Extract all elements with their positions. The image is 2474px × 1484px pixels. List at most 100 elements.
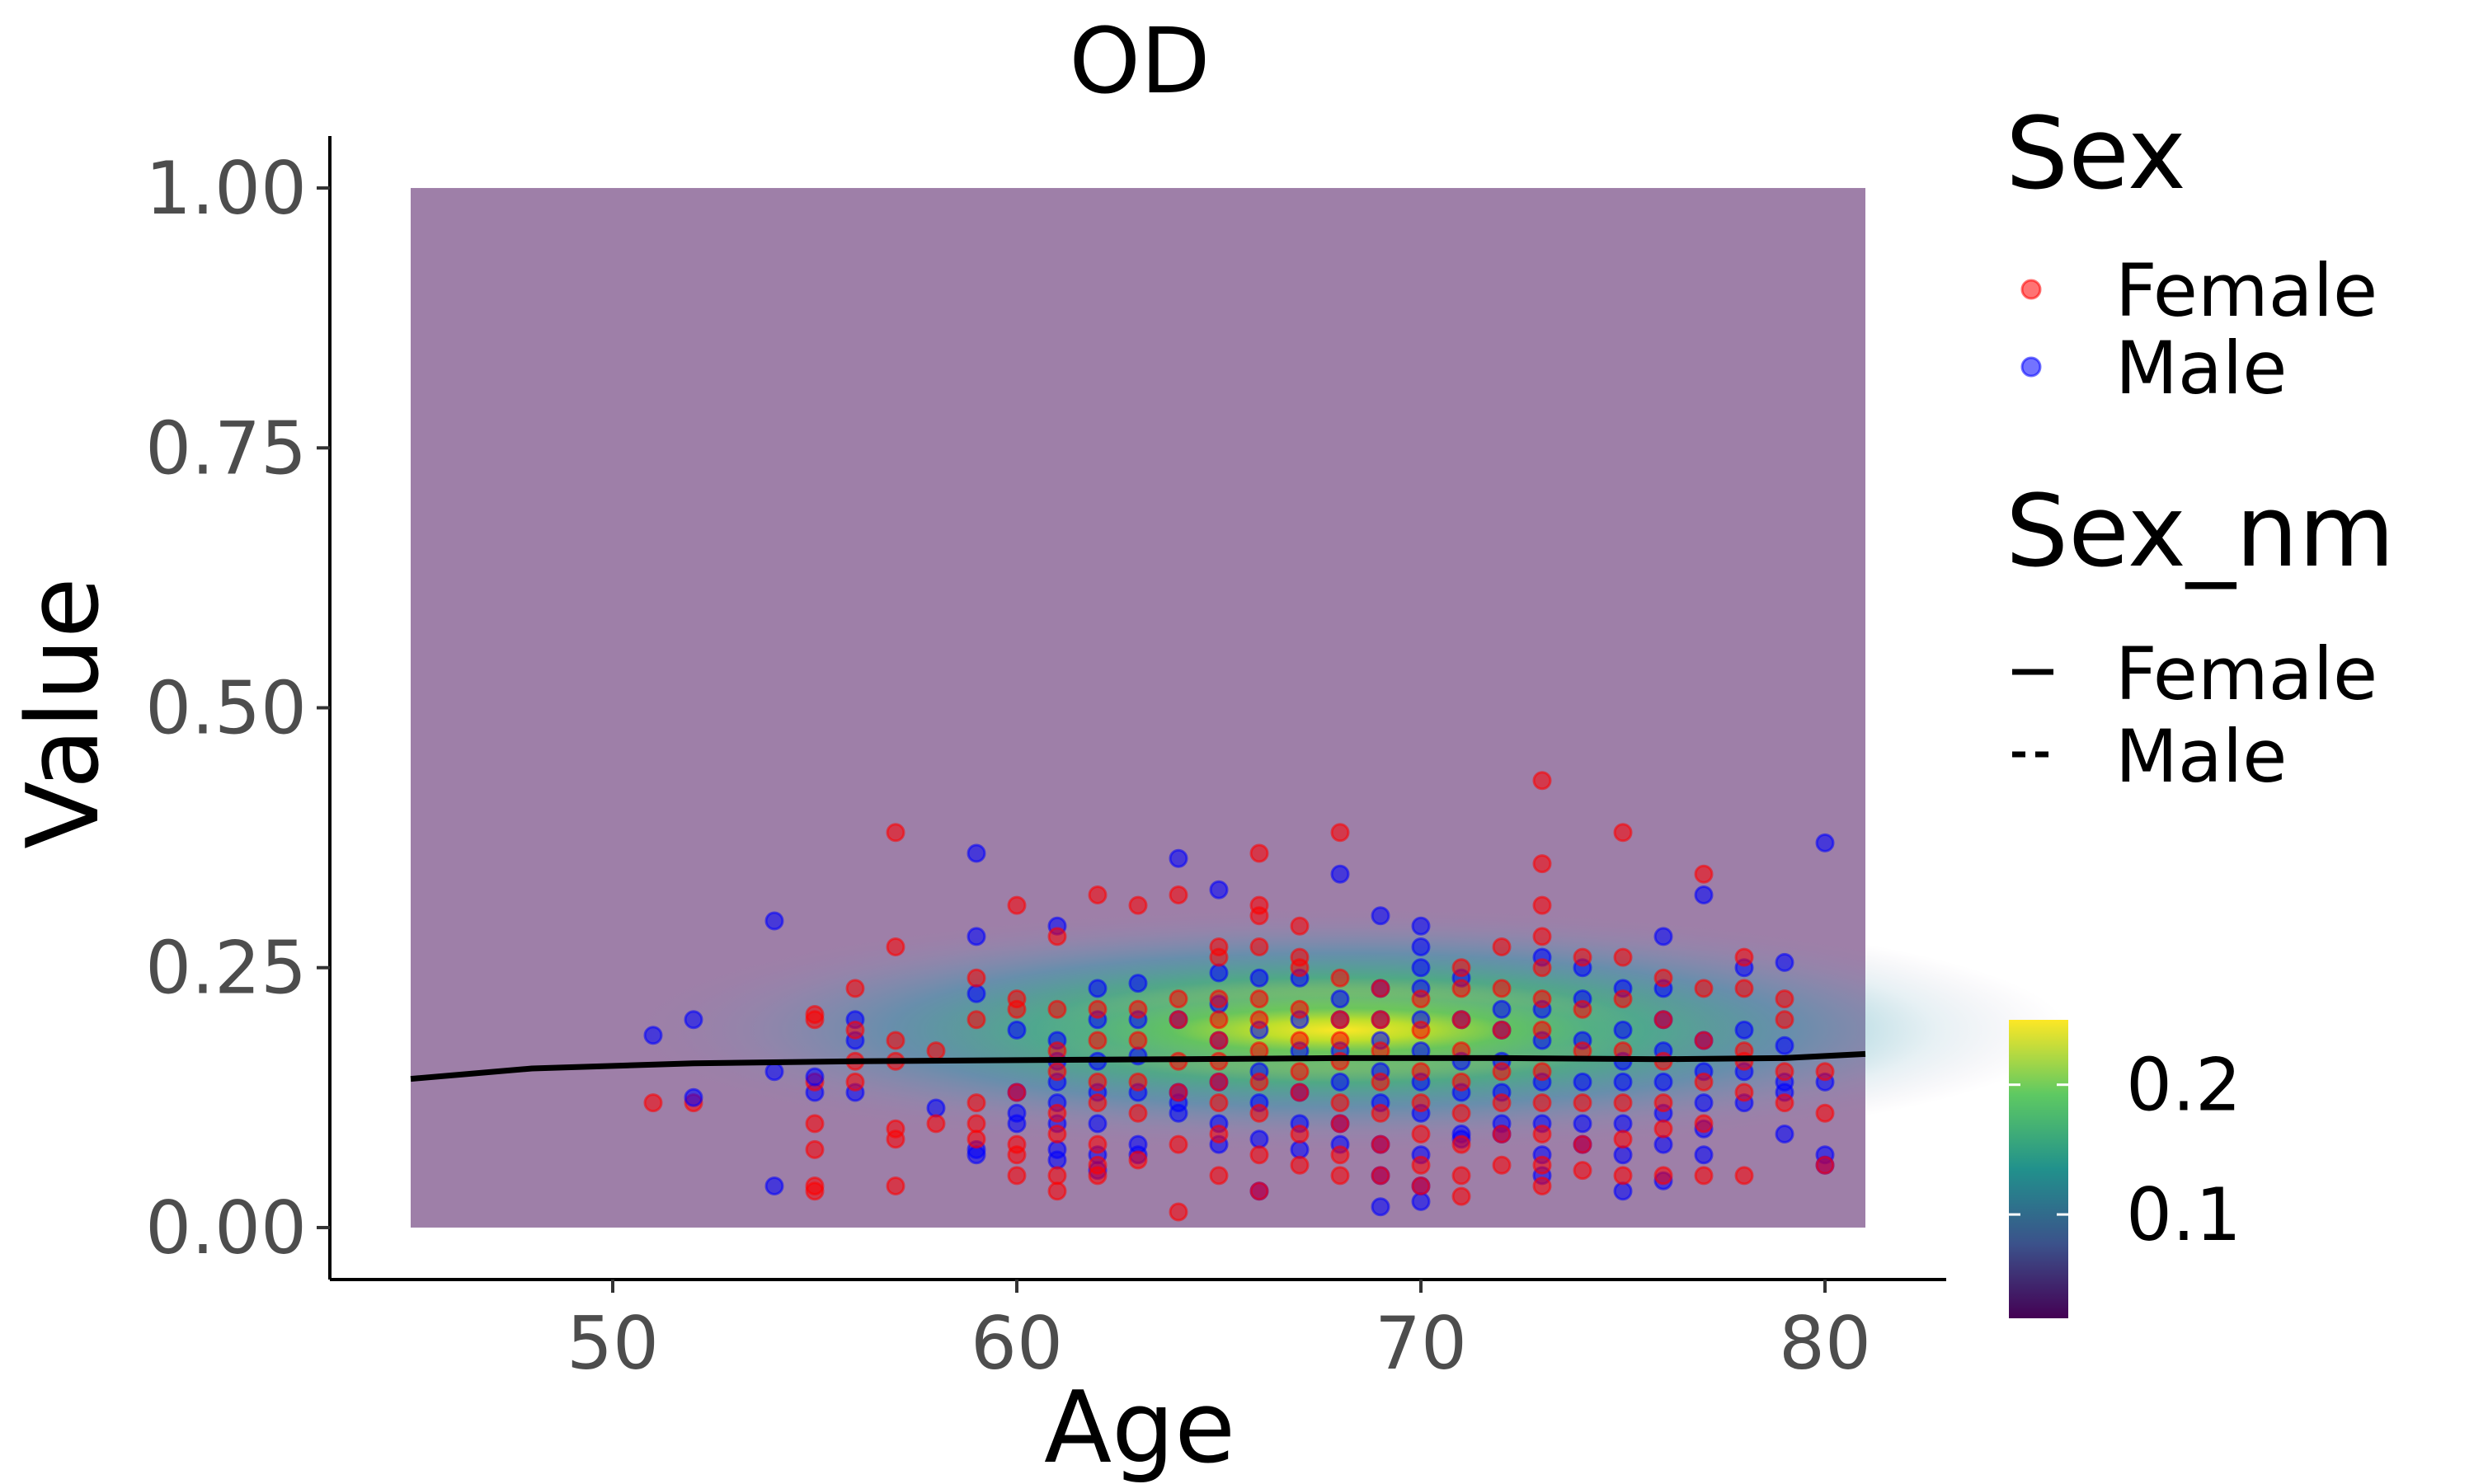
point-female [1411,989,1431,1009]
point-female [886,1031,905,1050]
point-male [1653,927,1673,946]
point-female [1290,1062,1310,1082]
point-female [967,1114,986,1134]
point-female [1532,854,1552,874]
point-female [1734,947,1754,967]
point-female [1532,1125,1552,1144]
point-male [1411,958,1431,978]
point-female [1492,1020,1512,1040]
point-female [1088,1166,1108,1186]
point-female [1007,1145,1027,1165]
point-female [1573,947,1592,967]
point-female [805,1114,825,1134]
point-male [1734,1020,1754,1040]
point-female [1290,916,1310,936]
point-female [886,1129,905,1149]
point-male [1249,968,1269,988]
point-female [1411,1155,1431,1175]
point-female [1209,1166,1229,1186]
legend-title-sex-nm: Sex_nm [2006,475,2395,589]
colorbar [2009,1020,2068,1318]
point-male [1694,885,1714,904]
point-female [967,1010,986,1030]
point-female [845,979,865,998]
point-female [805,1139,825,1159]
point-female [1613,1129,1633,1149]
point-female [1775,1062,1794,1082]
point-male [1815,833,1835,852]
point-female [1249,1103,1269,1123]
point-male [1330,864,1350,884]
point-male [1290,1139,1310,1159]
point-female [1330,1093,1350,1113]
point-female [1613,1093,1633,1113]
legend-label-male: Male [2115,326,2287,411]
point-female [1330,968,1350,988]
point-female [1653,1166,1673,1186]
point-female [1209,1010,1229,1030]
point-female [1007,895,1027,915]
point-female [1047,1125,1067,1144]
point-male [1411,1191,1431,1211]
chart-title: OD [1069,8,1210,114]
point-female [1249,1181,1269,1201]
point-female [1249,937,1269,956]
point-female [1290,1031,1310,1050]
point-female [1128,1031,1148,1050]
point-female [1290,958,1310,978]
point-male [1775,1125,1794,1144]
point-female [1169,989,1188,1009]
point-female [1775,989,1794,1009]
point-female [1492,1093,1512,1113]
point-female [1451,1103,1471,1123]
point-female [1249,1145,1269,1165]
point-female [1653,1119,1673,1139]
point-female [1653,968,1673,988]
point-female [1047,927,1067,946]
point-female [1532,1093,1552,1113]
point-female [1532,1062,1552,1082]
point-female [1451,1186,1471,1206]
point-female [1532,895,1552,915]
point-female [1492,1155,1512,1175]
point-female [967,968,986,988]
point-male [967,927,986,946]
point-male [1007,1114,1027,1134]
point-female [1694,1114,1714,1134]
point-female [643,1093,663,1113]
point-male [1613,1020,1633,1040]
x-tick-label: 70 [1375,1301,1467,1386]
point-female [1371,1103,1390,1123]
trend-lines [410,1050,1866,1082]
point-male [684,1087,703,1107]
point-female [1169,1082,1188,1102]
point-male [1249,1129,1269,1149]
point-female [1573,1093,1592,1113]
point-male [1169,1103,1188,1123]
point-female [886,937,905,956]
point-female [1249,1072,1269,1092]
point-female [1047,1103,1067,1123]
point-female [1451,1072,1471,1092]
point-female [1532,1155,1552,1175]
legend-label-linetype-female: Female [2115,632,2378,716]
point-female [1209,1031,1229,1050]
point-male [684,1010,703,1030]
point-male [1209,880,1229,899]
point-female [1371,1010,1390,1030]
point-female [1815,1062,1835,1082]
point-female [1290,1155,1310,1175]
point-female [1451,979,1471,998]
point-female [1492,937,1512,956]
point-female [1451,1010,1471,1030]
y-tick-label: 0.25 [145,926,307,1011]
point-female [1047,999,1067,1019]
point-male [1613,1145,1633,1165]
point-female [1694,1031,1714,1050]
point-female [1330,1166,1350,1186]
legend-swatch-male [2020,356,2042,378]
point-male [1613,1181,1633,1201]
point-female [1694,1166,1714,1186]
point-female [1613,947,1633,967]
point-female [1694,1072,1714,1092]
